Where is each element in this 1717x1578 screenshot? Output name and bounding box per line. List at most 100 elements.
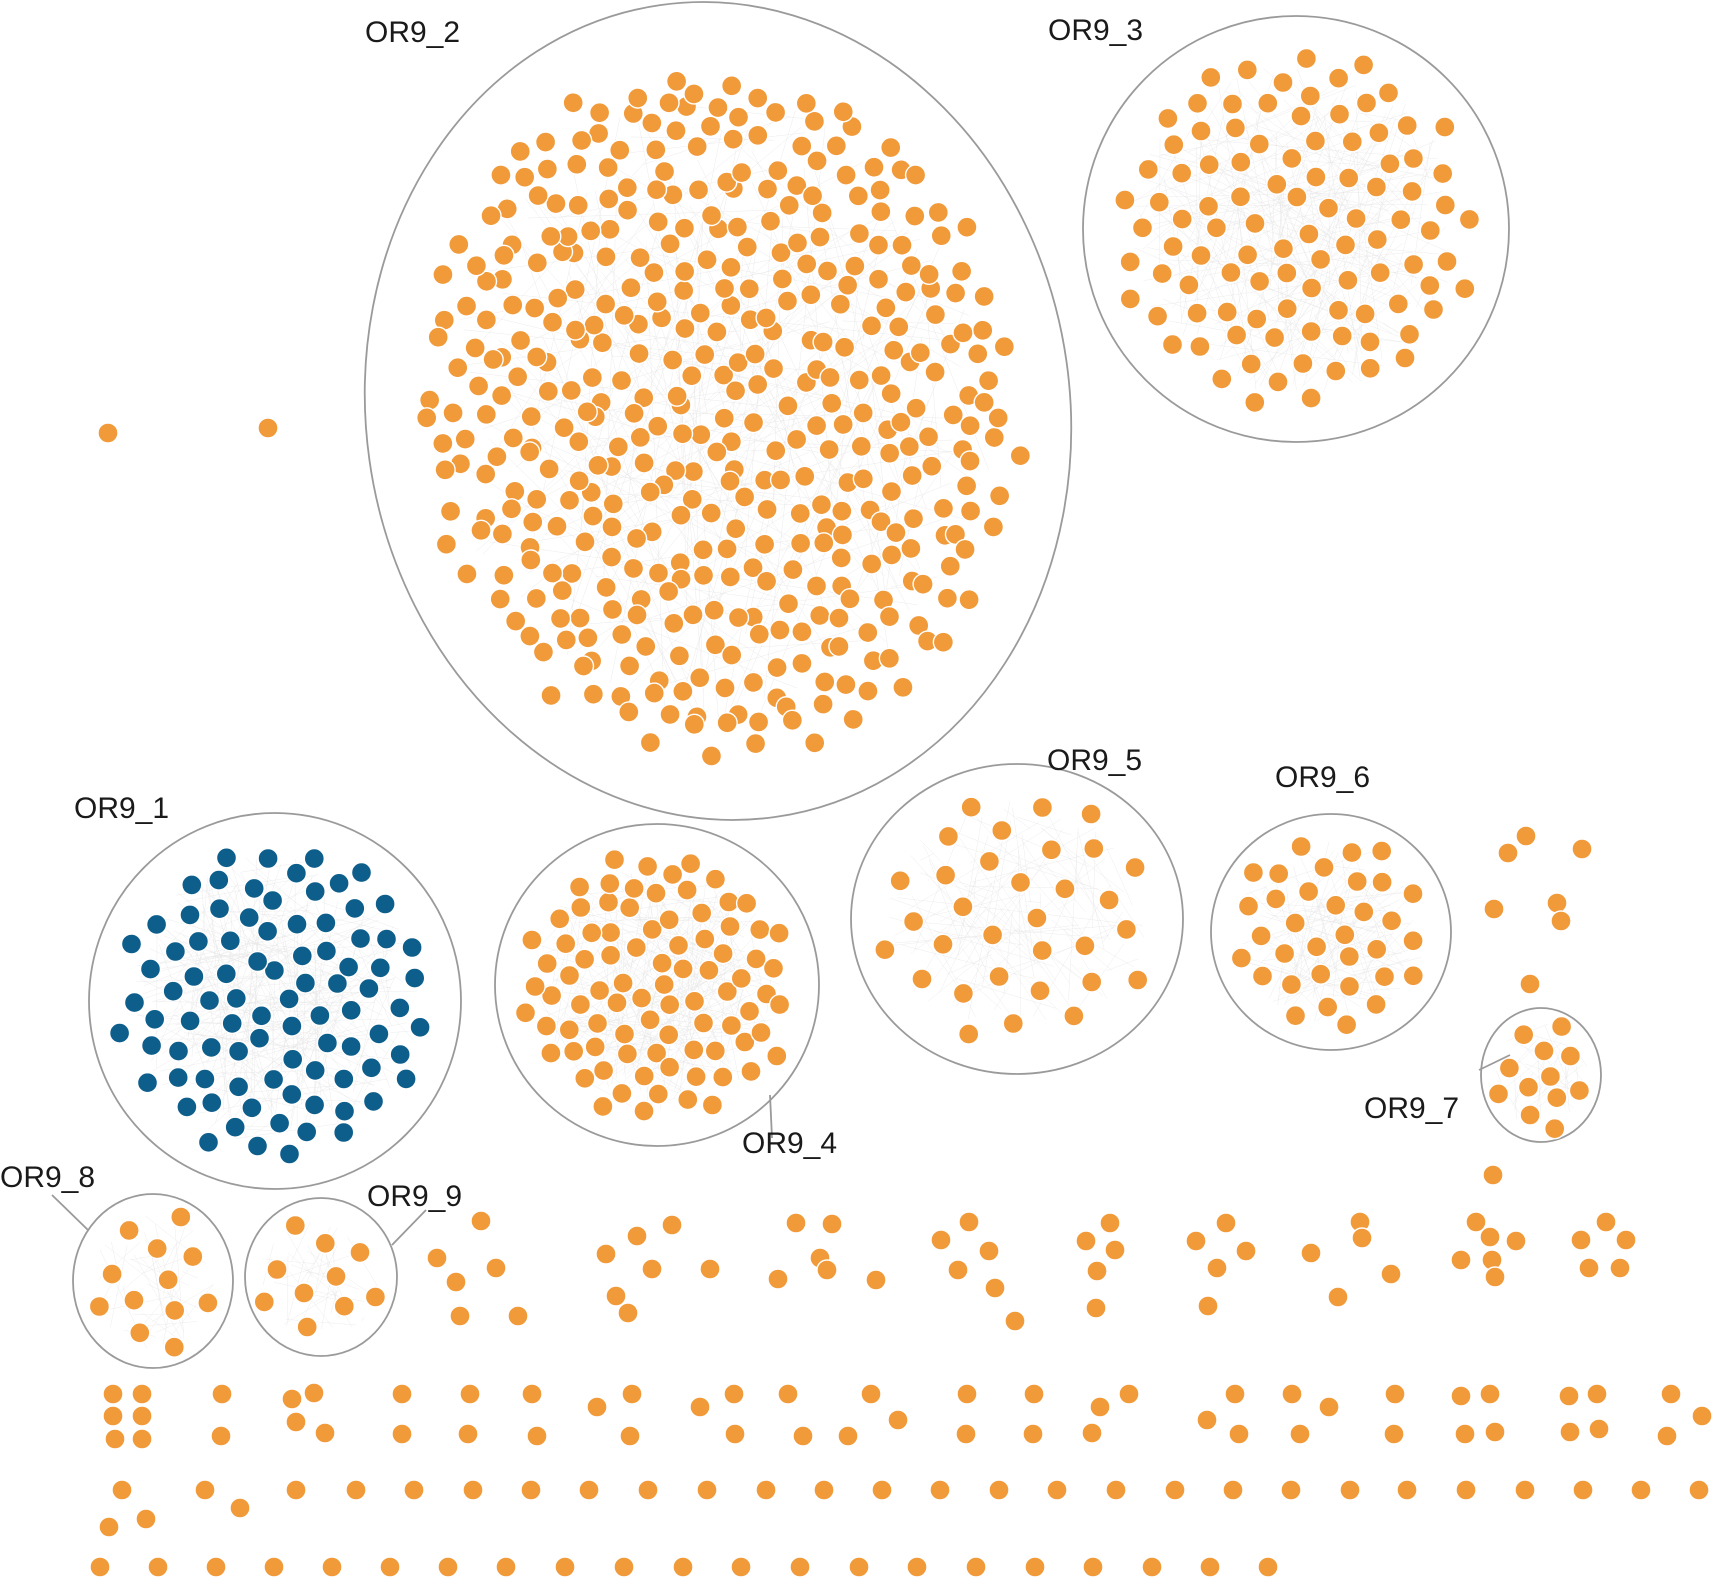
node[interactable] — [1273, 942, 1296, 965]
node[interactable] — [850, 435, 873, 458]
node[interactable] — [225, 987, 248, 1010]
node[interactable] — [1146, 305, 1169, 327]
node[interactable] — [1331, 325, 1353, 347]
node[interactable] — [902, 910, 925, 933]
node[interactable] — [123, 991, 146, 1014]
node[interactable] — [887, 1409, 909, 1431]
node[interactable] — [1335, 1013, 1358, 1036]
node[interactable] — [333, 1295, 355, 1317]
node[interactable] — [680, 364, 703, 387]
node[interactable] — [549, 908, 571, 930]
node[interactable] — [887, 316, 910, 339]
node[interactable] — [1339, 1479, 1361, 1501]
node[interactable] — [653, 973, 675, 996]
node[interactable] — [597, 156, 620, 179]
node[interactable] — [520, 549, 543, 572]
node[interactable] — [618, 655, 641, 678]
node[interactable] — [349, 1241, 371, 1264]
node[interactable] — [1098, 889, 1120, 911]
node[interactable] — [930, 224, 953, 247]
node[interactable] — [1105, 1479, 1127, 1501]
node[interactable] — [1162, 235, 1184, 258]
node[interactable] — [658, 1024, 680, 1046]
node[interactable] — [523, 297, 546, 320]
node[interactable] — [932, 631, 955, 654]
node[interactable] — [625, 527, 648, 550]
node[interactable] — [959, 450, 982, 473]
node[interactable] — [285, 1411, 307, 1433]
node[interactable] — [637, 1479, 659, 1501]
node[interactable] — [641, 918, 663, 941]
node[interactable] — [870, 510, 893, 533]
node[interactable] — [101, 1263, 123, 1285]
node[interactable] — [661, 1214, 683, 1236]
node[interactable] — [1568, 1079, 1591, 1102]
node[interactable] — [456, 563, 479, 586]
node[interactable] — [730, 161, 753, 184]
node[interactable] — [730, 1556, 752, 1578]
node[interactable] — [735, 892, 758, 914]
node[interactable] — [667, 934, 690, 957]
node[interactable] — [920, 455, 943, 478]
node[interactable] — [954, 538, 977, 561]
node[interactable] — [89, 1556, 111, 1578]
node[interactable] — [389, 1043, 411, 1066]
node[interactable] — [256, 920, 279, 942]
node[interactable] — [891, 234, 914, 257]
node[interactable] — [620, 276, 643, 299]
node[interactable] — [426, 1247, 448, 1269]
node[interactable] — [597, 188, 620, 211]
node[interactable] — [973, 285, 996, 308]
node[interactable] — [744, 732, 767, 755]
node[interactable] — [1089, 1396, 1111, 1418]
node[interactable] — [526, 1425, 548, 1447]
node[interactable] — [475, 403, 498, 426]
node[interactable] — [1346, 870, 1368, 893]
node[interactable] — [833, 336, 856, 359]
node[interactable] — [391, 1423, 413, 1445]
node[interactable] — [1559, 1421, 1581, 1443]
node[interactable] — [1328, 103, 1351, 125]
node[interactable] — [179, 904, 201, 926]
node[interactable] — [524, 975, 546, 998]
node[interactable] — [747, 711, 770, 734]
node[interactable] — [658, 1056, 681, 1078]
node[interactable] — [521, 1383, 543, 1405]
node[interactable] — [321, 1556, 343, 1578]
node[interactable] — [707, 96, 730, 119]
node[interactable] — [570, 129, 593, 152]
node[interactable] — [118, 1219, 140, 1242]
node[interactable] — [182, 1245, 204, 1268]
node[interactable] — [939, 555, 962, 578]
node[interactable] — [427, 326, 450, 349]
node[interactable] — [465, 254, 488, 277]
node[interactable] — [665, 70, 688, 93]
node[interactable] — [1450, 1249, 1472, 1271]
node[interactable] — [1550, 1015, 1573, 1038]
node[interactable] — [720, 644, 743, 667]
node[interactable] — [603, 849, 626, 871]
node[interactable] — [1221, 93, 1244, 115]
node[interactable] — [131, 1428, 153, 1450]
node[interactable] — [645, 1042, 668, 1064]
node[interactable] — [755, 570, 778, 593]
node[interactable] — [682, 603, 705, 626]
node[interactable] — [795, 92, 818, 115]
node[interactable] — [820, 392, 843, 415]
node[interactable] — [744, 343, 767, 366]
node[interactable] — [532, 641, 555, 664]
node[interactable] — [502, 427, 525, 450]
node[interactable] — [1546, 892, 1568, 914]
node[interactable] — [328, 872, 350, 894]
node[interactable] — [369, 957, 391, 979]
node[interactable] — [955, 475, 978, 498]
node[interactable] — [742, 671, 765, 694]
node[interactable] — [672, 279, 695, 302]
node[interactable] — [1189, 335, 1211, 358]
node[interactable] — [304, 880, 326, 903]
node[interactable] — [703, 599, 726, 622]
node[interactable] — [1242, 861, 1265, 884]
node[interactable] — [1380, 1263, 1402, 1285]
node[interactable] — [467, 375, 490, 398]
node[interactable] — [937, 825, 960, 848]
